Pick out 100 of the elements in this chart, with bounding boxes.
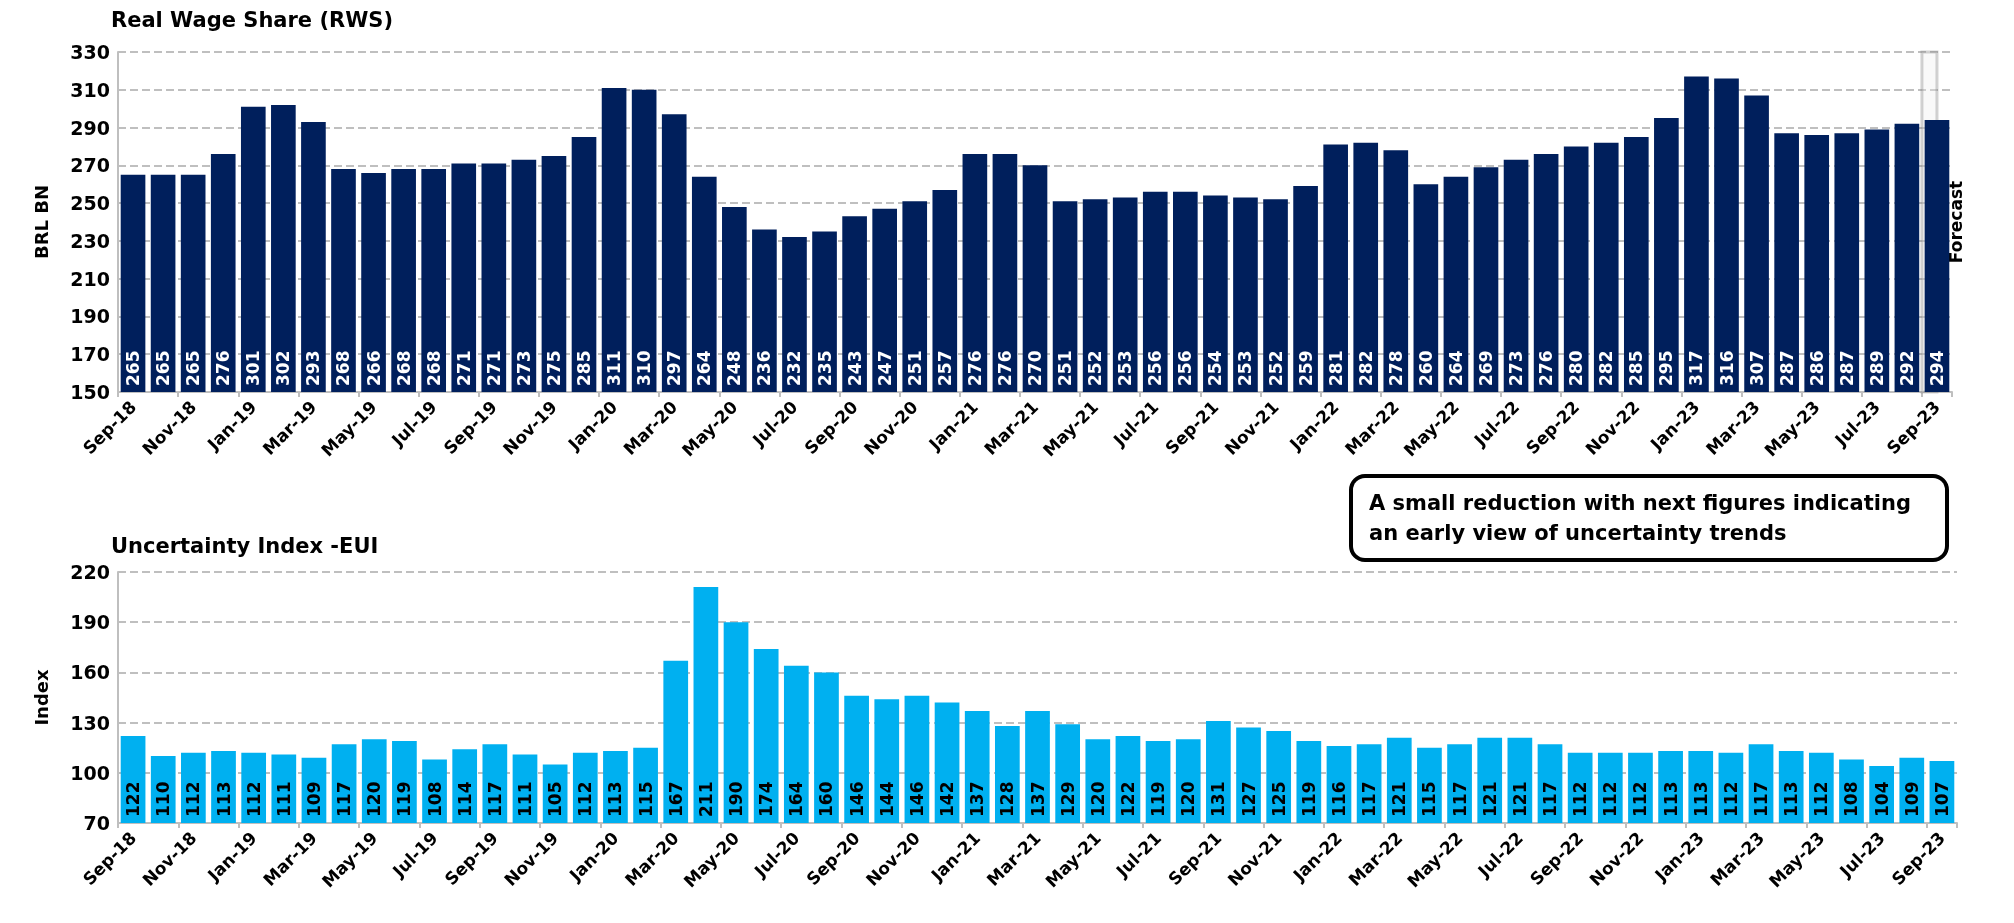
data-label: 104 — [1871, 781, 1892, 817]
data-label: 273 — [1506, 350, 1527, 386]
data-label: 301 — [243, 350, 264, 386]
y-tick-label: 250 — [70, 192, 110, 215]
data-label: 109 — [303, 781, 324, 817]
data-label: 119 — [1148, 781, 1169, 817]
data-label: 117 — [1359, 781, 1380, 817]
data-label: 137 — [1027, 781, 1048, 817]
data-label: 114 — [454, 781, 475, 817]
data-label: 252 — [1085, 350, 1106, 386]
data-label: 259 — [1295, 350, 1316, 386]
data-label: 120 — [364, 781, 385, 817]
data-label: 116 — [1328, 781, 1349, 817]
data-label: 111 — [273, 781, 294, 817]
data-label: 285 — [574, 350, 595, 386]
y-tick-label: 290 — [70, 116, 110, 139]
data-label: 253 — [1115, 350, 1136, 386]
data-label: 257 — [934, 350, 955, 386]
data-label: 253 — [1235, 350, 1256, 386]
data-label: 112 — [183, 781, 204, 817]
y-tick-label: 220 — [70, 561, 110, 583]
data-label: 112 — [1720, 781, 1741, 817]
data-label: 167 — [665, 781, 686, 817]
data-label: 121 — [1479, 781, 1500, 817]
y-tick-label: 150 — [70, 381, 110, 403]
data-label: 164 — [786, 781, 807, 817]
data-label: 251 — [1055, 350, 1076, 386]
data-label: 105 — [545, 781, 566, 817]
y-tick-label: 330 — [70, 41, 110, 63]
data-label: 108 — [424, 781, 445, 817]
data-label: 247 — [874, 350, 895, 386]
data-label: 127 — [1238, 781, 1259, 817]
data-label: 112 — [243, 781, 264, 817]
data-label: 115 — [1419, 781, 1440, 817]
data-label: 121 — [1509, 781, 1530, 817]
data-label: 111 — [514, 781, 535, 817]
data-label: 119 — [394, 781, 415, 817]
data-label: 122 — [123, 781, 144, 817]
data-label: 265 — [123, 350, 144, 386]
data-label: 252 — [1265, 350, 1286, 386]
data-label: 265 — [183, 350, 204, 386]
data-label: 113 — [1690, 781, 1711, 817]
text: A small reduction with next figures indicating an early view of uncertainty trends — [1369, 491, 1919, 545]
y-tick-label: 230 — [70, 229, 110, 252]
data-label: 287 — [1836, 350, 1857, 386]
data-label: 109 — [1901, 781, 1922, 817]
band-label: Forecast — [1946, 180, 1967, 264]
data-label: 137 — [967, 781, 988, 817]
data-label: 264 — [1445, 350, 1466, 386]
data-label: 112 — [575, 781, 596, 817]
data-label: 282 — [1355, 350, 1376, 386]
data-label: 129 — [1057, 781, 1078, 817]
data-label: 276 — [994, 350, 1015, 386]
data-label: 295 — [1656, 350, 1677, 386]
data-label: 285 — [1626, 350, 1647, 386]
data-label: 256 — [1175, 350, 1196, 386]
data-label: 271 — [453, 350, 474, 386]
data-label: 117 — [484, 781, 505, 817]
y-tick-label: 170 — [70, 343, 110, 366]
data-label: 302 — [273, 350, 294, 386]
data-label: 112 — [1570, 781, 1591, 817]
data-label: 297 — [664, 350, 685, 386]
data-label: 264 — [694, 350, 715, 386]
data-label: 120 — [1178, 781, 1199, 817]
y-tick-label: 190 — [70, 611, 110, 634]
data-label: 270 — [1025, 350, 1045, 386]
data-label: 266 — [363, 350, 384, 386]
data-label: 115 — [635, 781, 656, 817]
data-label: 294 — [1926, 350, 1947, 386]
data-label: 256 — [1145, 350, 1166, 386]
data-label: 276 — [213, 350, 234, 386]
data-label: 112 — [1630, 781, 1651, 817]
data-label: 117 — [334, 781, 355, 817]
data-label: 316 — [1716, 350, 1737, 386]
data-label: 146 — [846, 781, 867, 817]
y-tick-label: 190 — [70, 305, 110, 328]
data-label: 281 — [1325, 350, 1346, 386]
data-label: 310 — [634, 350, 655, 386]
data-label: 278 — [1385, 350, 1406, 386]
data-label: 236 — [754, 350, 775, 386]
data-label: 174 — [756, 781, 777, 817]
data-label: 125 — [1268, 781, 1289, 817]
data-label: 248 — [724, 350, 745, 386]
data-label: 292 — [1896, 350, 1917, 386]
data-label: 268 — [333, 350, 354, 386]
data-label: 276 — [964, 350, 985, 386]
y-axis-title: Index — [30, 669, 52, 726]
data-label: 160 — [816, 781, 837, 817]
data-label: 307 — [1746, 350, 1767, 386]
data-label: 243 — [844, 350, 865, 386]
data-label: 107 — [1931, 781, 1952, 817]
data-label: 142 — [937, 781, 958, 817]
data-label: 268 — [423, 350, 444, 386]
chart-title: Uncertainty Index -EUI — [111, 533, 379, 558]
data-label: 113 — [1660, 781, 1681, 817]
y-tick-label: 270 — [70, 154, 110, 177]
data-label: 112 — [1811, 781, 1832, 817]
data-label: 144 — [876, 781, 897, 817]
data-label: 276 — [1536, 350, 1557, 386]
data-label: 122 — [1117, 781, 1138, 817]
